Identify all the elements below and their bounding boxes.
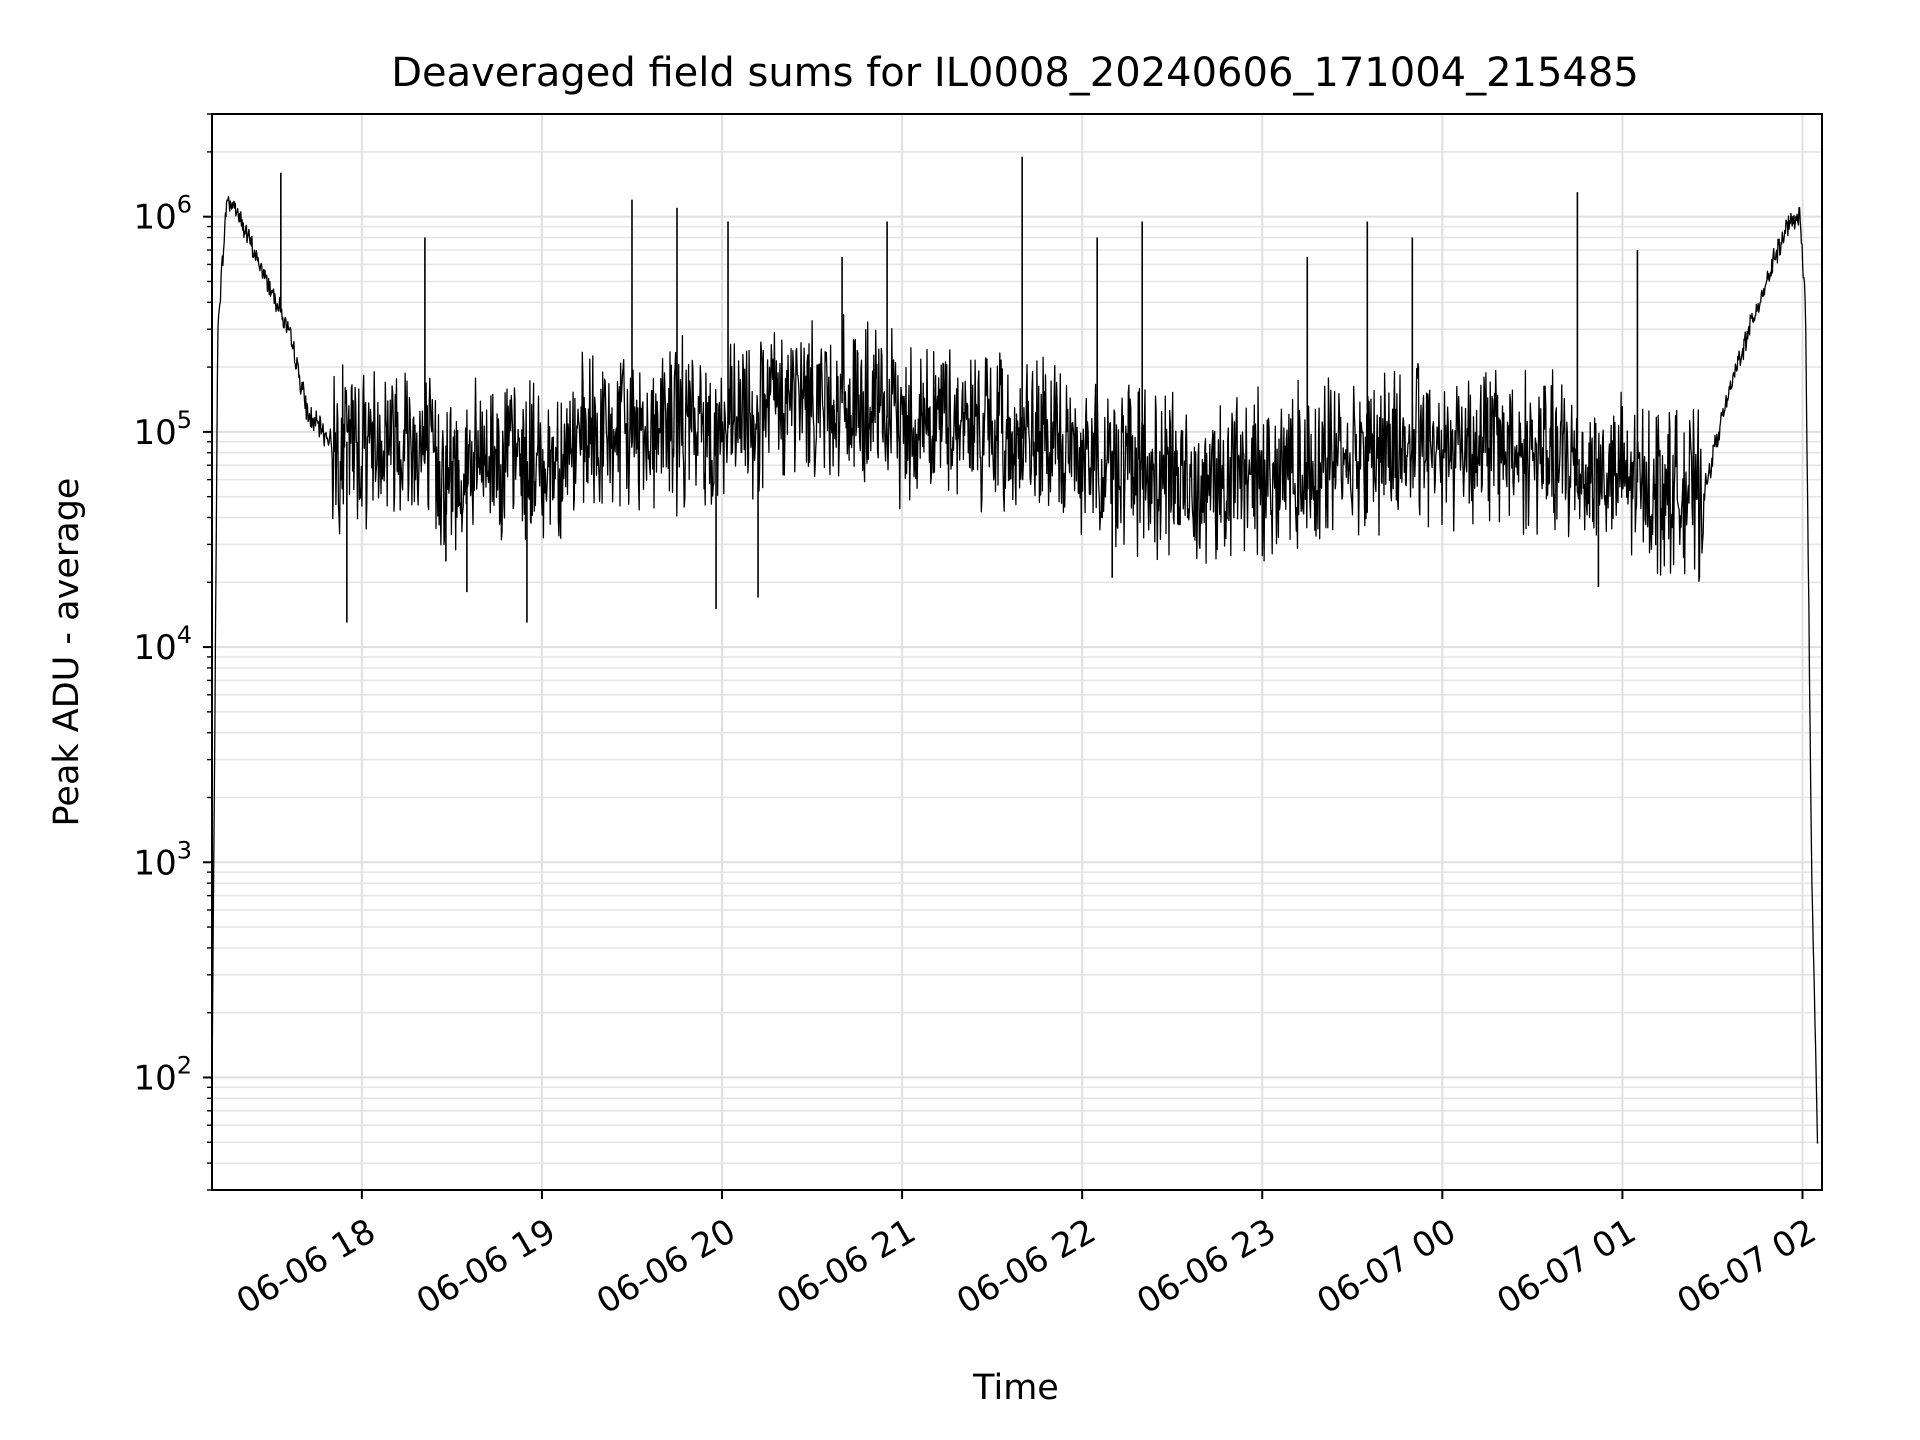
x-axis-label: Time	[972, 1368, 1059, 1408]
grid	[212, 113, 1822, 1191]
plot-frame	[211, 113, 1823, 1191]
chart-title: Deaveraged field sums for IL0008_2024060…	[391, 50, 1639, 96]
y-tick-label: 103	[133, 836, 192, 883]
y-tick-label: 104	[133, 621, 192, 668]
y-tick-label: 102	[133, 1051, 192, 1098]
plot-area	[211, 156, 1819, 1144]
y-tick-label: 105	[133, 406, 192, 453]
data-series-line	[211, 195, 1819, 1144]
y-axis-label: Peak ADU - average	[47, 478, 87, 827]
y-axis: 102 103 104 105 106	[133, 113, 212, 1191]
y-tick-label: 106	[133, 191, 192, 238]
